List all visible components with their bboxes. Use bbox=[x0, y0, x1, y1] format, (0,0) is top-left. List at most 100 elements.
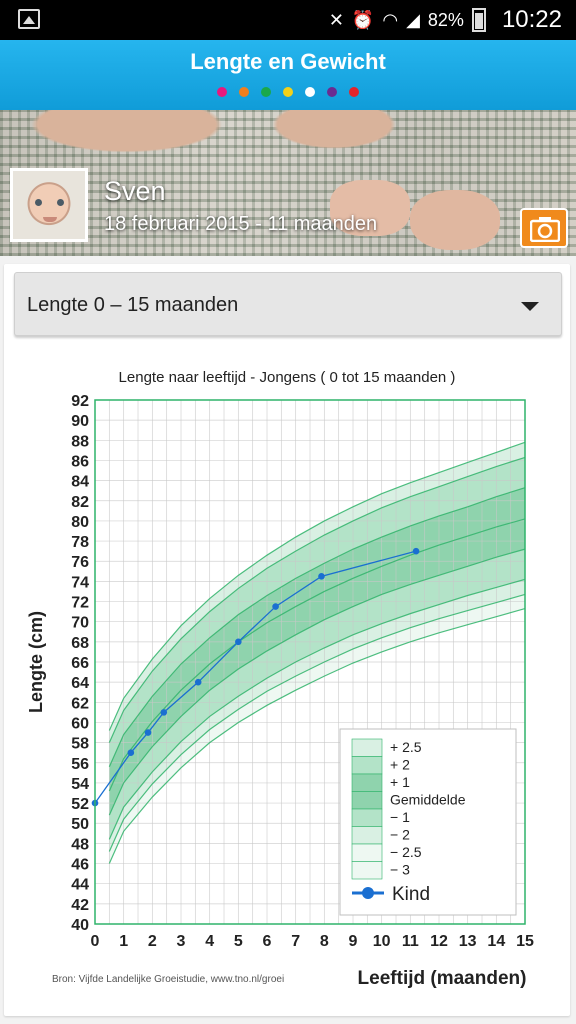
chart-source: Bron: Vijfde Landelijke Groeistudie, www… bbox=[52, 974, 284, 985]
y-tick-label: 64 bbox=[71, 675, 89, 692]
y-tick-label: 84 bbox=[71, 474, 89, 491]
y-tick-label: 52 bbox=[71, 796, 89, 813]
child-name: Sven bbox=[104, 176, 166, 206]
page-dot-3[interactable] bbox=[261, 87, 271, 97]
x-tick-label: 1 bbox=[119, 933, 128, 950]
y-tick-label: 78 bbox=[71, 534, 89, 551]
data-point-kind bbox=[127, 749, 135, 756]
page-dot-7[interactable] bbox=[349, 87, 359, 97]
child-birthdate-age: 18 februari 2015 - 11 maanden bbox=[104, 213, 378, 235]
y-tick-label: 80 bbox=[71, 514, 89, 531]
signal-icon: ◢ bbox=[406, 9, 420, 30]
chart-legend: + 2.5 + 2+ 1 Gemiddelde− 1 − 2− 2.5 − 3 Kind bbox=[339, 728, 517, 916]
data-point-kind bbox=[412, 547, 420, 555]
legend-swatch bbox=[351, 808, 383, 827]
x-tick-label: 11 bbox=[402, 933, 419, 950]
growth-chart: Lengte naar leeftijd - Jongens ( 0 tot 1… bbox=[4, 348, 570, 1012]
avatar[interactable] bbox=[10, 168, 88, 242]
legend-label: − 2.5 bbox=[390, 844, 422, 860]
y-tick-label: 40 bbox=[71, 917, 89, 934]
avatar-eye bbox=[35, 199, 42, 206]
avatar-eye bbox=[57, 199, 64, 206]
reference-band bbox=[109, 518, 525, 816]
x-tick-label: 12 bbox=[430, 933, 448, 950]
x-tick-label: 3 bbox=[177, 933, 186, 950]
legend-swatch bbox=[351, 773, 383, 792]
banner-photo-detail bbox=[410, 190, 500, 250]
clock: 10:22 bbox=[501, 6, 562, 33]
status-bar: ✕ ⏰ ◠ ◢ 82% 10:22 bbox=[0, 0, 576, 40]
legend-swatch bbox=[351, 738, 383, 757]
y-tick-label: 82 bbox=[71, 494, 89, 511]
y-tick-label: 42 bbox=[71, 897, 89, 914]
chevron-down-icon bbox=[521, 302, 539, 311]
page-indicator[interactable] bbox=[0, 87, 576, 97]
legend-swatch bbox=[351, 791, 383, 810]
y-tick-label: 66 bbox=[71, 655, 89, 672]
legend-swatch bbox=[351, 756, 383, 775]
y-tick-label: 68 bbox=[71, 635, 89, 652]
x-axis-label: Leeftijd (maanden) bbox=[358, 968, 527, 989]
y-tick-label: 76 bbox=[71, 554, 89, 571]
wifi-icon: ◠ bbox=[382, 9, 399, 30]
page-dot-6[interactable] bbox=[327, 87, 337, 97]
legend-label: − 1 bbox=[390, 809, 410, 825]
y-tick-label: 48 bbox=[71, 836, 89, 853]
legend-label: + 2.5 bbox=[390, 739, 422, 755]
profile-banner: Sven 18 februari 2015 - 11 maanden bbox=[0, 110, 576, 256]
y-tick-label: 54 bbox=[71, 776, 89, 793]
alarm-icon: ⏰ bbox=[351, 9, 375, 30]
x-tick-label: 0 bbox=[91, 933, 100, 950]
avatar-mouth bbox=[43, 217, 57, 222]
x-tick-label: 10 bbox=[373, 933, 391, 950]
gallery-notification-icon bbox=[18, 9, 40, 29]
y-tick-label: 70 bbox=[71, 615, 89, 632]
x-tick-label: 9 bbox=[349, 933, 358, 950]
chart-type-dropdown[interactable]: Lengte 0 – 15 maanden bbox=[14, 272, 562, 336]
reference-line bbox=[108, 593, 526, 852]
reference-line bbox=[108, 608, 526, 864]
app-bar: Lengte en Gewicht bbox=[0, 40, 576, 110]
mute-icon: ✕ bbox=[328, 9, 344, 30]
y-axis-label: Lengte (cm) bbox=[26, 611, 46, 713]
x-tick-label: 13 bbox=[459, 933, 477, 950]
growth-chart-svg: Lengte naar leeftijd - Jongens ( 0 tot 1… bbox=[26, 369, 534, 989]
banner-photo-detail bbox=[330, 180, 410, 236]
y-tick-label: 60 bbox=[71, 715, 89, 732]
legend-label: − 2 bbox=[390, 827, 410, 843]
y-tick-label: 92 bbox=[71, 393, 89, 410]
battery-icon bbox=[471, 8, 486, 32]
legend-label: Gemiddelde bbox=[390, 792, 466, 808]
x-tick-label: 2 bbox=[148, 933, 157, 950]
legend-swatch bbox=[351, 861, 383, 880]
y-tick-label: 44 bbox=[71, 877, 89, 894]
dropdown-selected: Lengte 0 – 15 maanden bbox=[27, 294, 239, 316]
camera-button[interactable] bbox=[520, 208, 568, 248]
reference-line bbox=[108, 578, 526, 840]
y-tick-label: 88 bbox=[71, 433, 89, 450]
page-dot-5[interactable] bbox=[305, 87, 315, 97]
data-point-kind bbox=[194, 678, 202, 686]
x-tick-label: 8 bbox=[320, 933, 329, 950]
reference-line bbox=[108, 456, 526, 743]
x-tick-label: 14 bbox=[487, 933, 505, 950]
battery-percent: 82% bbox=[427, 9, 464, 30]
reference-line bbox=[108, 441, 526, 731]
x-tick-label: 7 bbox=[291, 933, 300, 950]
y-tick-label: 62 bbox=[71, 695, 89, 712]
x-tick-label: 5 bbox=[234, 933, 243, 950]
y-tick-label: 72 bbox=[71, 595, 89, 612]
chart-card: Lengte 0 – 15 maanden Lengte naar leefti… bbox=[4, 264, 570, 1016]
data-point-kind bbox=[272, 603, 279, 610]
legend-label: − 3 bbox=[390, 862, 410, 878]
page-dot-1[interactable] bbox=[217, 87, 227, 97]
page-dot-4[interactable] bbox=[283, 87, 293, 97]
legend-label: + 1 bbox=[390, 774, 410, 790]
y-tick-label: 90 bbox=[71, 413, 89, 430]
reference-band bbox=[109, 457, 525, 767]
data-point-kind bbox=[144, 729, 152, 736]
page-dot-2[interactable] bbox=[239, 87, 249, 97]
data-point-kind bbox=[318, 573, 325, 580]
legend-label: + 2 bbox=[390, 757, 410, 773]
y-tick-label: 56 bbox=[71, 756, 89, 773]
